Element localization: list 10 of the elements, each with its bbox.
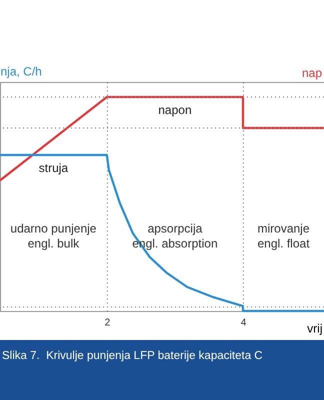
y2-axis-title: nap	[302, 66, 322, 80]
annotation: udarno punjenje engl. bulk	[10, 222, 97, 251]
x-tick-label: 2	[104, 318, 111, 328]
series-label: napon	[158, 102, 192, 117]
x-axis-title: vrij	[307, 322, 322, 336]
annotation: mirovanje engl. float	[257, 222, 310, 251]
series-label: struja	[38, 160, 68, 175]
caption-banner: Slika 7. Krivulje punjenja LFP baterije kapaciteta C	[0, 340, 324, 400]
x-tick-label: 4	[240, 318, 247, 328]
y-axis-title: nja, C/h	[0, 64, 42, 78]
